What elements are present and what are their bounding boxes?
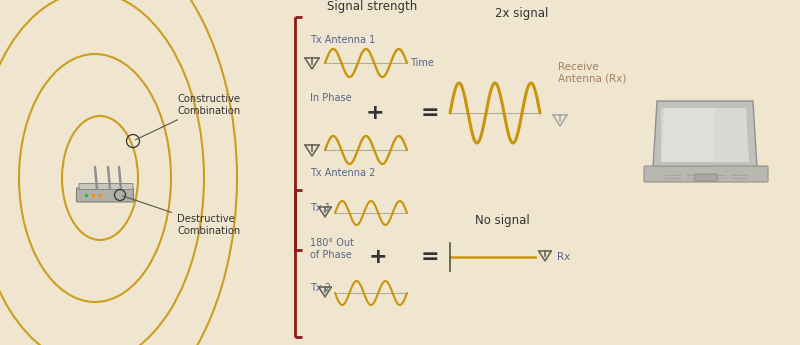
Polygon shape: [661, 108, 749, 162]
Text: Time: Time: [410, 58, 434, 68]
FancyBboxPatch shape: [644, 166, 768, 182]
Text: Constructive
Combination: Constructive Combination: [135, 94, 240, 140]
Text: 2x signal: 2x signal: [495, 7, 548, 20]
Text: 180° Out
of Phase: 180° Out of Phase: [310, 238, 354, 260]
Polygon shape: [653, 101, 757, 168]
Text: Signal strength: Signal strength: [327, 0, 417, 13]
FancyBboxPatch shape: [694, 174, 718, 181]
Text: Tx Antenna 1: Tx Antenna 1: [310, 35, 375, 45]
FancyBboxPatch shape: [79, 184, 133, 189]
FancyBboxPatch shape: [77, 188, 134, 202]
Text: No signal: No signal: [475, 214, 530, 227]
Text: =: =: [421, 247, 439, 267]
Text: Receive
Antenna (Rx): Receive Antenna (Rx): [558, 62, 626, 84]
Text: =: =: [421, 103, 439, 123]
Polygon shape: [661, 108, 715, 162]
Text: Tx Antenna 2: Tx Antenna 2: [310, 168, 375, 178]
Text: Tx 1: Tx 1: [310, 203, 331, 213]
Text: +: +: [366, 103, 384, 123]
Text: Tx 2: Tx 2: [310, 283, 331, 293]
Text: Destructive
Combination: Destructive Combination: [122, 196, 240, 236]
Text: Rx: Rx: [557, 252, 570, 262]
Text: In Phase: In Phase: [310, 93, 352, 103]
Text: +: +: [369, 247, 387, 267]
